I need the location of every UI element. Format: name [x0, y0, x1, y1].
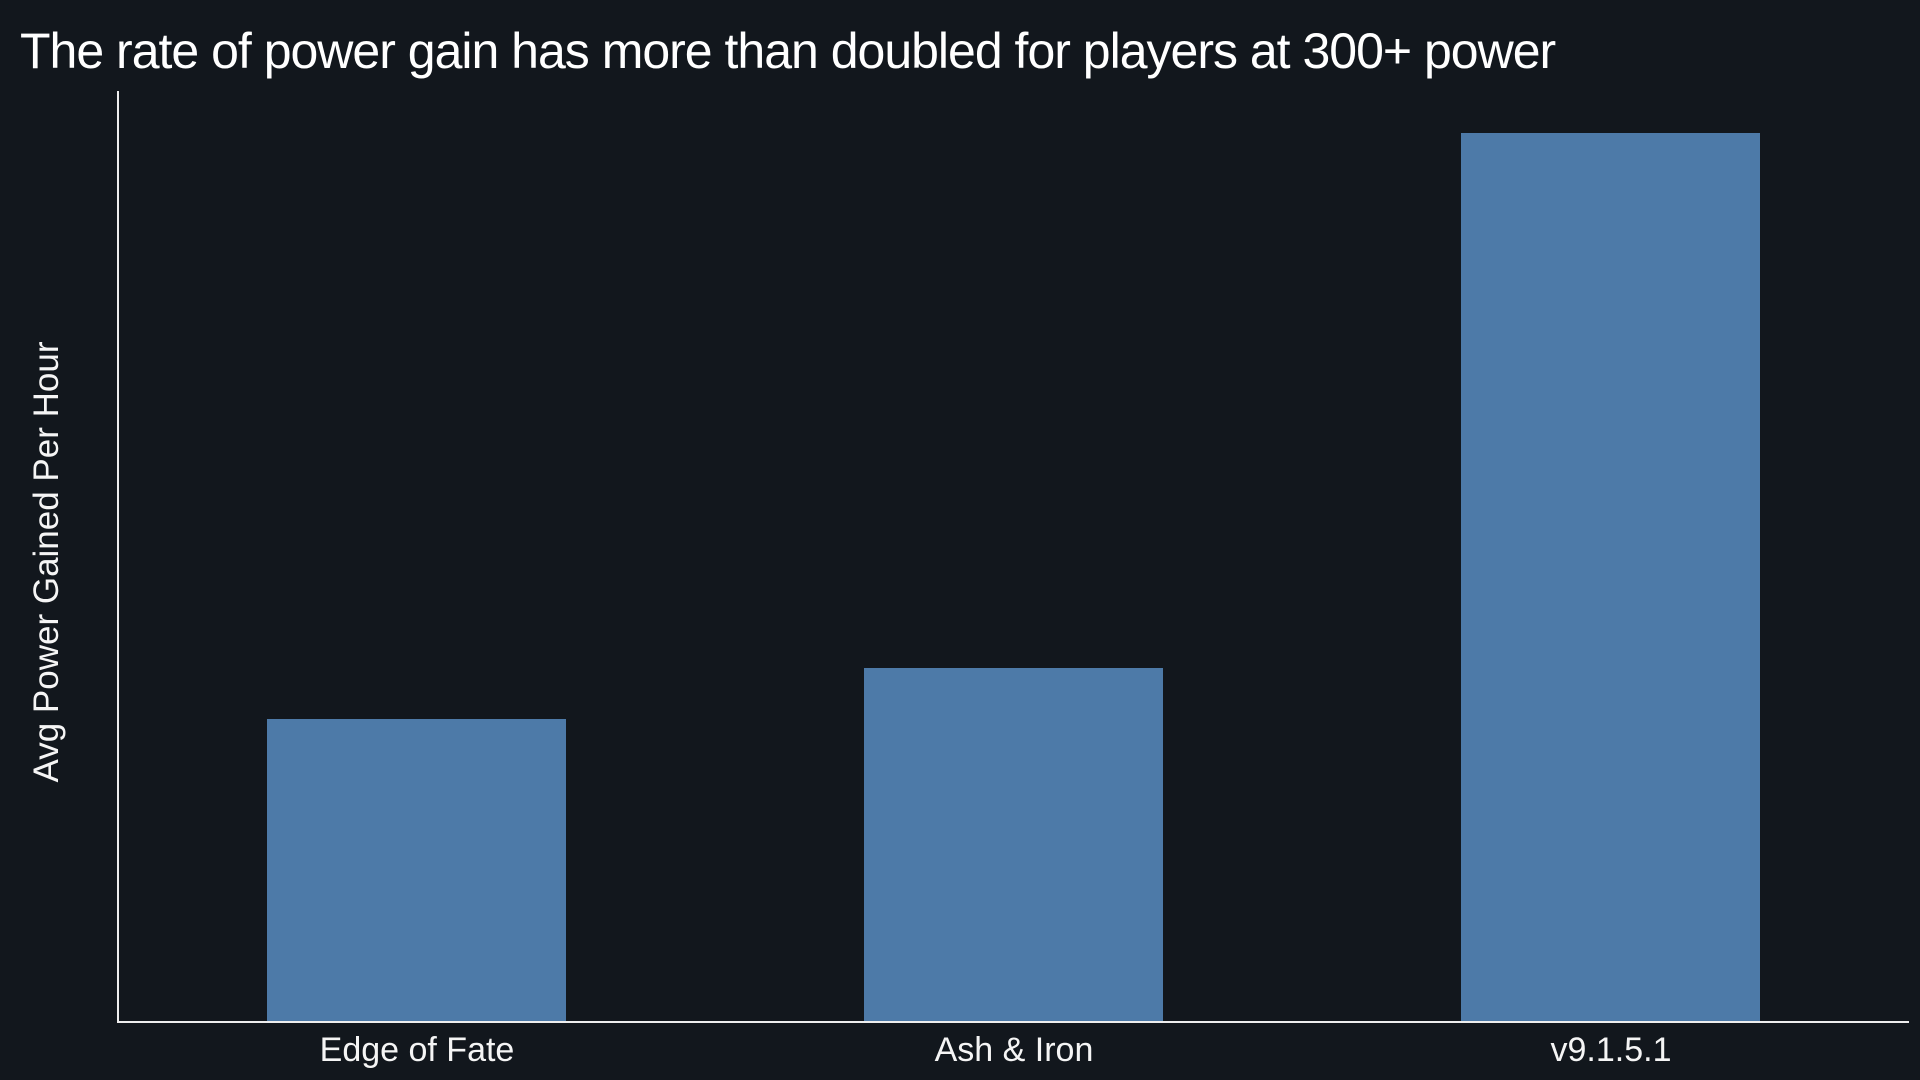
y-axis-label: Avg Power Gained Per Hour [27, 341, 66, 783]
chart-title: The rate of power gain has more than dou… [20, 23, 1556, 79]
x-axis-tick-labels: Edge of Fate Ash & Iron v9.1.5.1 [118, 1023, 1909, 1073]
bar-edge-of-fate [267, 719, 566, 1021]
x-tick-label: Edge of Fate [319, 1031, 515, 1069]
plot-area [118, 91, 1909, 1021]
bar-ash-iron [864, 668, 1163, 1021]
x-tick-label: v9.1.5.1 [1550, 1031, 1672, 1069]
x-axis-line [117, 1021, 1909, 1023]
y-axis-line [117, 91, 119, 1023]
x-tick-label: Ash & Iron [934, 1031, 1094, 1069]
bar-v9-1-5-1 [1461, 133, 1760, 1021]
